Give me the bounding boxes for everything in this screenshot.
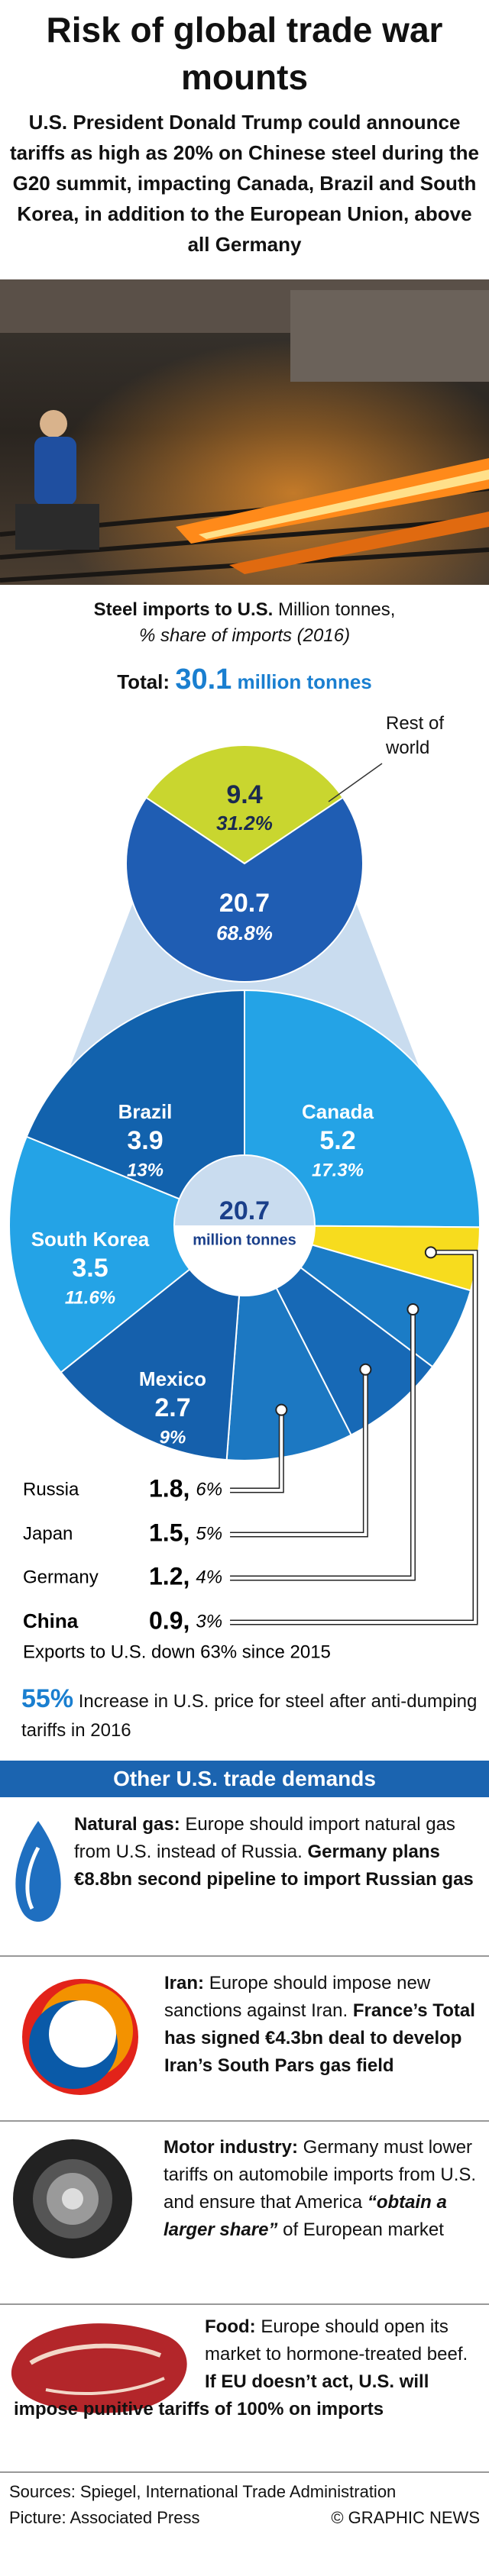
callout-dot bbox=[424, 1246, 437, 1259]
pie-slice bbox=[125, 796, 364, 983]
section-title: Other U.S. trade demands bbox=[113, 1767, 376, 1790]
callout bbox=[230, 1369, 368, 1536]
demand-emphasis: Germany plans €8.8bn second pipeline to … bbox=[74, 1842, 474, 1890]
steak-icon bbox=[11, 2323, 187, 2413]
segment-share: 11.6% bbox=[65, 1287, 115, 1308]
demand: Food: Europe should open its market to h… bbox=[14, 2313, 481, 2423]
pie-value: 9.4 bbox=[226, 780, 262, 809]
country-share: 3% bbox=[196, 1611, 222, 1632]
country-value: 1.2, bbox=[149, 1562, 189, 1590]
tire-icon bbox=[13, 2139, 132, 2258]
segment-name: South Korea bbox=[31, 1228, 150, 1251]
charts: 9.4 31.2% 20.7 68.8% 20.7 million tonnes Canad… bbox=[8, 744, 481, 1662]
country-name: China bbox=[23, 1609, 79, 1632]
country-share: 5% bbox=[196, 1523, 222, 1544]
gas-icon bbox=[15, 1821, 61, 1922]
sources: Sources: Spiegel, International Trade Ad… bbox=[9, 2482, 397, 2501]
segment-share: 13% bbox=[127, 1160, 164, 1180]
demand: Iran: Europe should impose new sanctions… bbox=[164, 1970, 481, 2080]
demand-label: Natural gas: bbox=[74, 1814, 180, 1835]
demand-text: of European market bbox=[283, 2219, 444, 2240]
subtitle: U.S. President Donald Trump could announ… bbox=[9, 111, 480, 256]
callout bbox=[230, 1251, 477, 1624]
segment-share: 17.3% bbox=[312, 1160, 364, 1180]
callout-dot bbox=[406, 1303, 419, 1316]
segment-value: 5.2 bbox=[319, 1126, 355, 1155]
picture-credit: Picture: Associated Press bbox=[9, 2508, 200, 2527]
donut-segment bbox=[25, 989, 245, 1200]
demand-text: Germany must lower tariffs on automobile… bbox=[164, 2137, 477, 2213]
stat: 55% Increase in U.S. price for steel aft… bbox=[21, 1684, 480, 1745]
chart-heading: Steel imports to U.S. Million tonnes, % … bbox=[8, 597, 481, 649]
callout-dot bbox=[275, 1403, 288, 1416]
pie-value: 20.7 bbox=[219, 889, 270, 918]
total-unit: million tonnes bbox=[237, 670, 372, 693]
donut-segment bbox=[8, 1135, 191, 1374]
leader bbox=[328, 763, 383, 802]
segment-name: Canada bbox=[302, 1100, 374, 1123]
demand: Natural gas: Europe should import natura… bbox=[74, 1811, 479, 1893]
demand-text: Europe should open its market to hormone… bbox=[205, 2316, 468, 2365]
chart-title: Steel imports to U.S. bbox=[93, 599, 274, 620]
demand-emphasis: France’s Total has signed €4.3bn deal to… bbox=[164, 2000, 475, 2076]
country-name: Japan bbox=[23, 1523, 73, 1544]
donut-segment bbox=[60, 1268, 241, 1461]
pie-share: 68.8% bbox=[216, 922, 273, 944]
credit: © GRAPHIC NEWS bbox=[331, 2508, 480, 2527]
demand-label: Motor industry: bbox=[164, 2137, 298, 2158]
country-share: 6% bbox=[196, 1479, 222, 1499]
segment-value: 3.9 bbox=[127, 1126, 163, 1155]
segment-name: Mexico bbox=[139, 1367, 206, 1390]
segment-name: Brazil bbox=[118, 1100, 173, 1123]
donut-segment bbox=[244, 989, 481, 1228]
country-value: 1.8, bbox=[149, 1474, 189, 1502]
total-value: 30.1 bbox=[175, 663, 232, 696]
demand-label: Food: bbox=[205, 2316, 256, 2337]
callout bbox=[230, 1409, 283, 1492]
demand-text: Europe should import natural gas from U.… bbox=[74, 1814, 455, 1862]
chart-note: Exports to U.S. down 63% since 2015 bbox=[23, 1641, 331, 1662]
callout-dot bbox=[359, 1363, 372, 1376]
total-line: Total: 30.1 million tonnes bbox=[8, 661, 481, 700]
photo bbox=[0, 279, 489, 585]
stat-text: Increase in U.S. price for steel after a… bbox=[21, 1691, 478, 1741]
segment-share: 9% bbox=[160, 1427, 186, 1448]
total-logo bbox=[22, 1979, 138, 2095]
country-name: Russia bbox=[23, 1479, 79, 1499]
country-share: 4% bbox=[196, 1567, 222, 1587]
callout bbox=[230, 1309, 415, 1580]
center-label: million tonnes bbox=[193, 1232, 296, 1248]
demand-text: Europe should impose new sanctions again… bbox=[164, 1973, 431, 2021]
demand-emphasis: “obtain a larger share” bbox=[164, 2192, 447, 2240]
country-value: 0.9, bbox=[149, 1606, 189, 1634]
segment-value: 3.5 bbox=[72, 1254, 108, 1283]
title: Risk of global trade war mounts bbox=[46, 10, 443, 97]
pie-share: 31.2% bbox=[216, 812, 273, 834]
chart-unit: Million tonnes, bbox=[277, 599, 396, 620]
demand: Motor industry: Germany must lower tarif… bbox=[14, 2134, 481, 2244]
separators bbox=[0, 1955, 489, 2473]
country-name: Germany bbox=[23, 1567, 99, 1587]
demand-label: Iran: bbox=[164, 1973, 205, 1993]
donut-segment bbox=[225, 1286, 352, 1461]
segment-value: 2.7 bbox=[154, 1393, 190, 1422]
section-band bbox=[0, 1761, 489, 1797]
demand-emphasis: If EU doesn’t act, U.S. will impose puni… bbox=[14, 2371, 429, 2419]
center-value: 20.7 bbox=[219, 1196, 270, 1225]
stat-value: 55% bbox=[21, 1684, 74, 1713]
rest-label: Rest of world bbox=[386, 713, 445, 758]
pie-slice bbox=[144, 744, 345, 865]
total-label: Total: bbox=[117, 670, 170, 693]
chart-subtitle: % share of imports (2016) bbox=[138, 625, 351, 646]
country-value: 1.5, bbox=[149, 1519, 189, 1546]
